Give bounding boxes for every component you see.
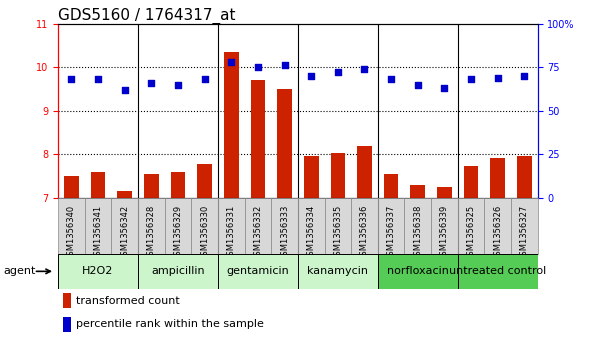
Point (120, 87, 130, 93)
Text: GSM1356329: GSM1356329 (174, 205, 183, 261)
Bar (431, 198, 458, 254)
Bar (138, 198, 164, 254)
Bar (404, 198, 431, 254)
Bar (244, 198, 271, 254)
Point (519, 73, 529, 79)
Text: GSM1356330: GSM1356330 (200, 205, 209, 261)
Text: GSM1356327: GSM1356327 (520, 205, 529, 261)
Text: gentamicin: gentamicin (227, 266, 289, 276)
Bar (378, 198, 404, 254)
Bar (218, 254, 298, 289)
Point (200, 77, 210, 82)
Text: agent: agent (3, 266, 35, 276)
Bar (331, 153, 345, 198)
Text: norfloxacin: norfloxacin (387, 266, 448, 276)
Bar (117, 191, 132, 198)
Bar (277, 89, 292, 198)
Point (306, 73, 316, 79)
Bar (378, 254, 458, 289)
Bar (64, 176, 79, 198)
Point (413, 82, 423, 87)
Point (253, 64, 263, 70)
Bar (485, 198, 511, 254)
Point (386, 77, 396, 82)
Text: GSM1356333: GSM1356333 (280, 205, 289, 261)
Bar (458, 198, 485, 254)
Bar (138, 254, 218, 289)
Bar (511, 198, 538, 254)
Text: GSM1356335: GSM1356335 (334, 205, 342, 261)
Bar (218, 198, 244, 254)
Bar (437, 187, 452, 198)
Bar (271, 198, 298, 254)
Text: GDS5160 / 1764317_at: GDS5160 / 1764317_at (58, 7, 236, 24)
Text: GSM1356328: GSM1356328 (147, 205, 156, 261)
Bar (63, 293, 71, 309)
Bar (298, 198, 324, 254)
Point (93, 77, 103, 82)
Point (147, 80, 156, 86)
Point (173, 82, 183, 87)
Bar (298, 254, 378, 289)
Text: GSM1356334: GSM1356334 (307, 205, 316, 261)
Bar (304, 156, 318, 198)
Bar (357, 146, 372, 198)
Bar (58, 198, 85, 254)
Text: GSM1356338: GSM1356338 (413, 205, 422, 261)
Bar (464, 167, 478, 198)
Bar (224, 52, 238, 198)
Text: kanamycin: kanamycin (307, 266, 368, 276)
Text: GSM1356331: GSM1356331 (227, 205, 236, 261)
Text: H2O2: H2O2 (82, 266, 114, 276)
Text: GSM1356340: GSM1356340 (67, 205, 76, 261)
Point (439, 85, 449, 91)
Bar (90, 172, 105, 198)
Bar (58, 254, 138, 289)
Bar (63, 317, 71, 332)
Bar (111, 198, 138, 254)
Bar (458, 254, 538, 289)
Text: GSM1356325: GSM1356325 (467, 205, 475, 261)
Text: GSM1356332: GSM1356332 (254, 205, 262, 261)
Text: GSM1356336: GSM1356336 (360, 205, 369, 261)
Bar (324, 198, 351, 254)
Bar (411, 185, 425, 198)
Bar (164, 198, 191, 254)
Bar (491, 158, 505, 198)
Point (466, 77, 476, 82)
Bar (517, 156, 532, 198)
Bar (85, 198, 111, 254)
Text: untreated control: untreated control (449, 266, 546, 276)
Text: GSM1356326: GSM1356326 (493, 205, 502, 261)
Text: percentile rank within the sample: percentile rank within the sample (76, 319, 264, 330)
Point (67, 77, 76, 82)
Point (333, 69, 343, 75)
Point (493, 75, 503, 81)
Text: ampicillin: ampicillin (151, 266, 205, 276)
Bar (144, 174, 159, 198)
Text: GSM1356341: GSM1356341 (93, 205, 103, 261)
Bar (351, 198, 378, 254)
Text: GSM1356339: GSM1356339 (440, 205, 449, 261)
Point (360, 66, 370, 72)
Point (280, 62, 290, 68)
Text: GSM1356337: GSM1356337 (387, 205, 396, 261)
Bar (170, 172, 185, 198)
Bar (251, 80, 265, 198)
Bar (197, 164, 212, 198)
Point (226, 59, 236, 65)
Bar (191, 198, 218, 254)
Text: transformed count: transformed count (76, 296, 180, 306)
Text: GSM1356342: GSM1356342 (120, 205, 129, 261)
Bar (384, 174, 398, 198)
